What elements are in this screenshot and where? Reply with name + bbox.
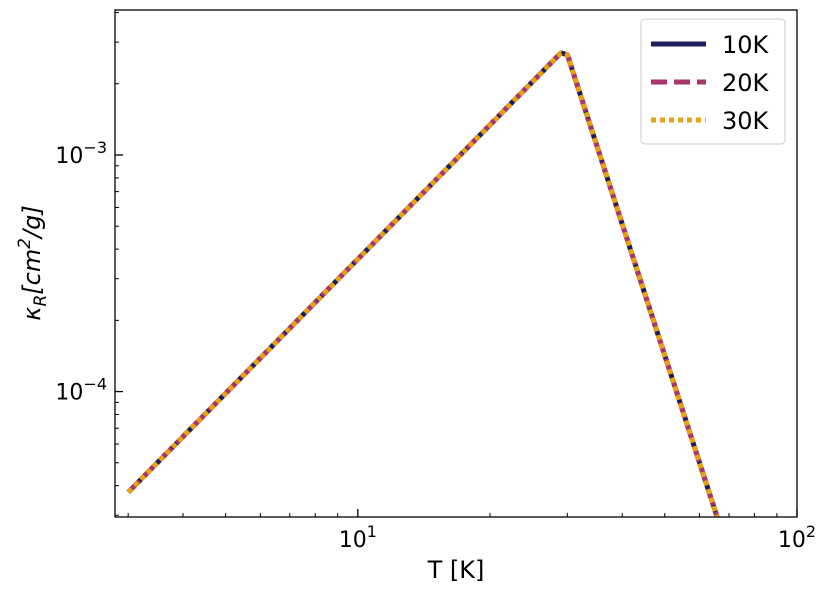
y-tick-label: 10−4 <box>55 375 107 406</box>
y-axis-title: κR[cm2/g] <box>15 205 51 320</box>
y-tick-label: 10−3 <box>55 138 107 169</box>
legend-label-30K: 30K <box>722 107 770 135</box>
major-ticks <box>115 154 798 517</box>
x-tick-label: 101 <box>339 522 377 553</box>
legend-box <box>640 18 786 145</box>
x-tick-label: 102 <box>778 522 816 553</box>
series-line-20K <box>126 50 720 517</box>
series-line-10K <box>126 50 720 517</box>
legend-label-20K: 20K <box>722 69 770 97</box>
tick-labels: 101 102 10−3 10−4 <box>55 138 816 553</box>
series-lines <box>126 50 720 517</box>
x-axis-title: T [K] <box>427 556 485 584</box>
legend: 10K 20K 30K <box>640 18 786 145</box>
legend-label-10K: 10K <box>722 31 770 59</box>
series-line-30K <box>126 50 720 517</box>
plot-frame <box>114 9 798 518</box>
minor-ticks <box>115 12 778 517</box>
